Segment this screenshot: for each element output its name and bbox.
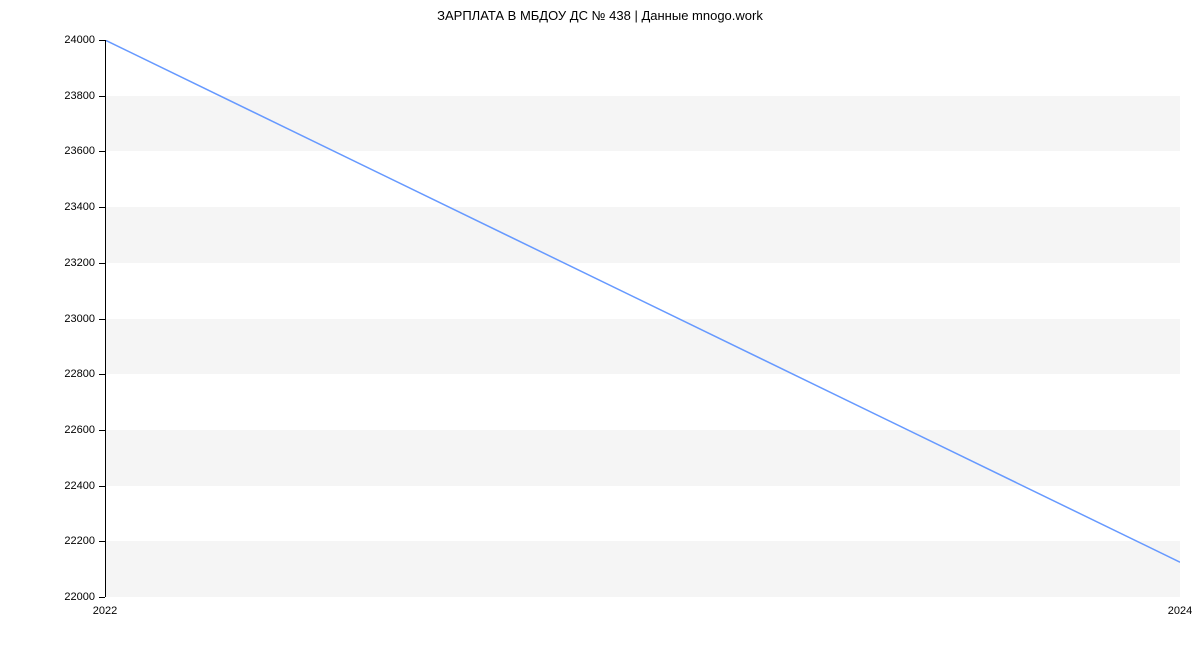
y-tick: [99, 151, 105, 152]
y-axis-label: 22400: [55, 480, 95, 492]
y-axis-label: 22800: [55, 368, 95, 380]
y-axis-label: 23400: [55, 201, 95, 213]
y-axis-label: 23800: [55, 90, 95, 102]
y-tick: [99, 597, 105, 598]
y-tick: [99, 319, 105, 320]
x-axis-label: 2022: [93, 605, 117, 617]
y-axis-label: 22200: [55, 535, 95, 547]
y-tick: [99, 40, 105, 41]
chart-svg: [105, 40, 1180, 598]
y-tick: [99, 374, 105, 375]
y-tick: [99, 486, 105, 487]
plot-area: [105, 40, 1180, 597]
y-tick: [99, 96, 105, 97]
y-axis-label: 24000: [55, 34, 95, 46]
y-tick: [99, 430, 105, 431]
y-tick: [99, 207, 105, 208]
y-tick: [99, 541, 105, 542]
chart-title: ЗАРПЛАТА В МБДОУ ДС № 438 | Данные mnogo…: [0, 8, 1200, 23]
x-axis-label: 2024: [1168, 605, 1192, 617]
y-tick: [99, 263, 105, 264]
y-axis-label: 23600: [55, 145, 95, 157]
y-axis-label: 22000: [55, 591, 95, 603]
series-line: [105, 40, 1180, 562]
y-axis-label: 23200: [55, 257, 95, 269]
salary-chart: ЗАРПЛАТА В МБДОУ ДС № 438 | Данные mnogo…: [0, 0, 1200, 650]
y-axis-label: 22600: [55, 424, 95, 436]
y-axis-label: 23000: [55, 313, 95, 325]
